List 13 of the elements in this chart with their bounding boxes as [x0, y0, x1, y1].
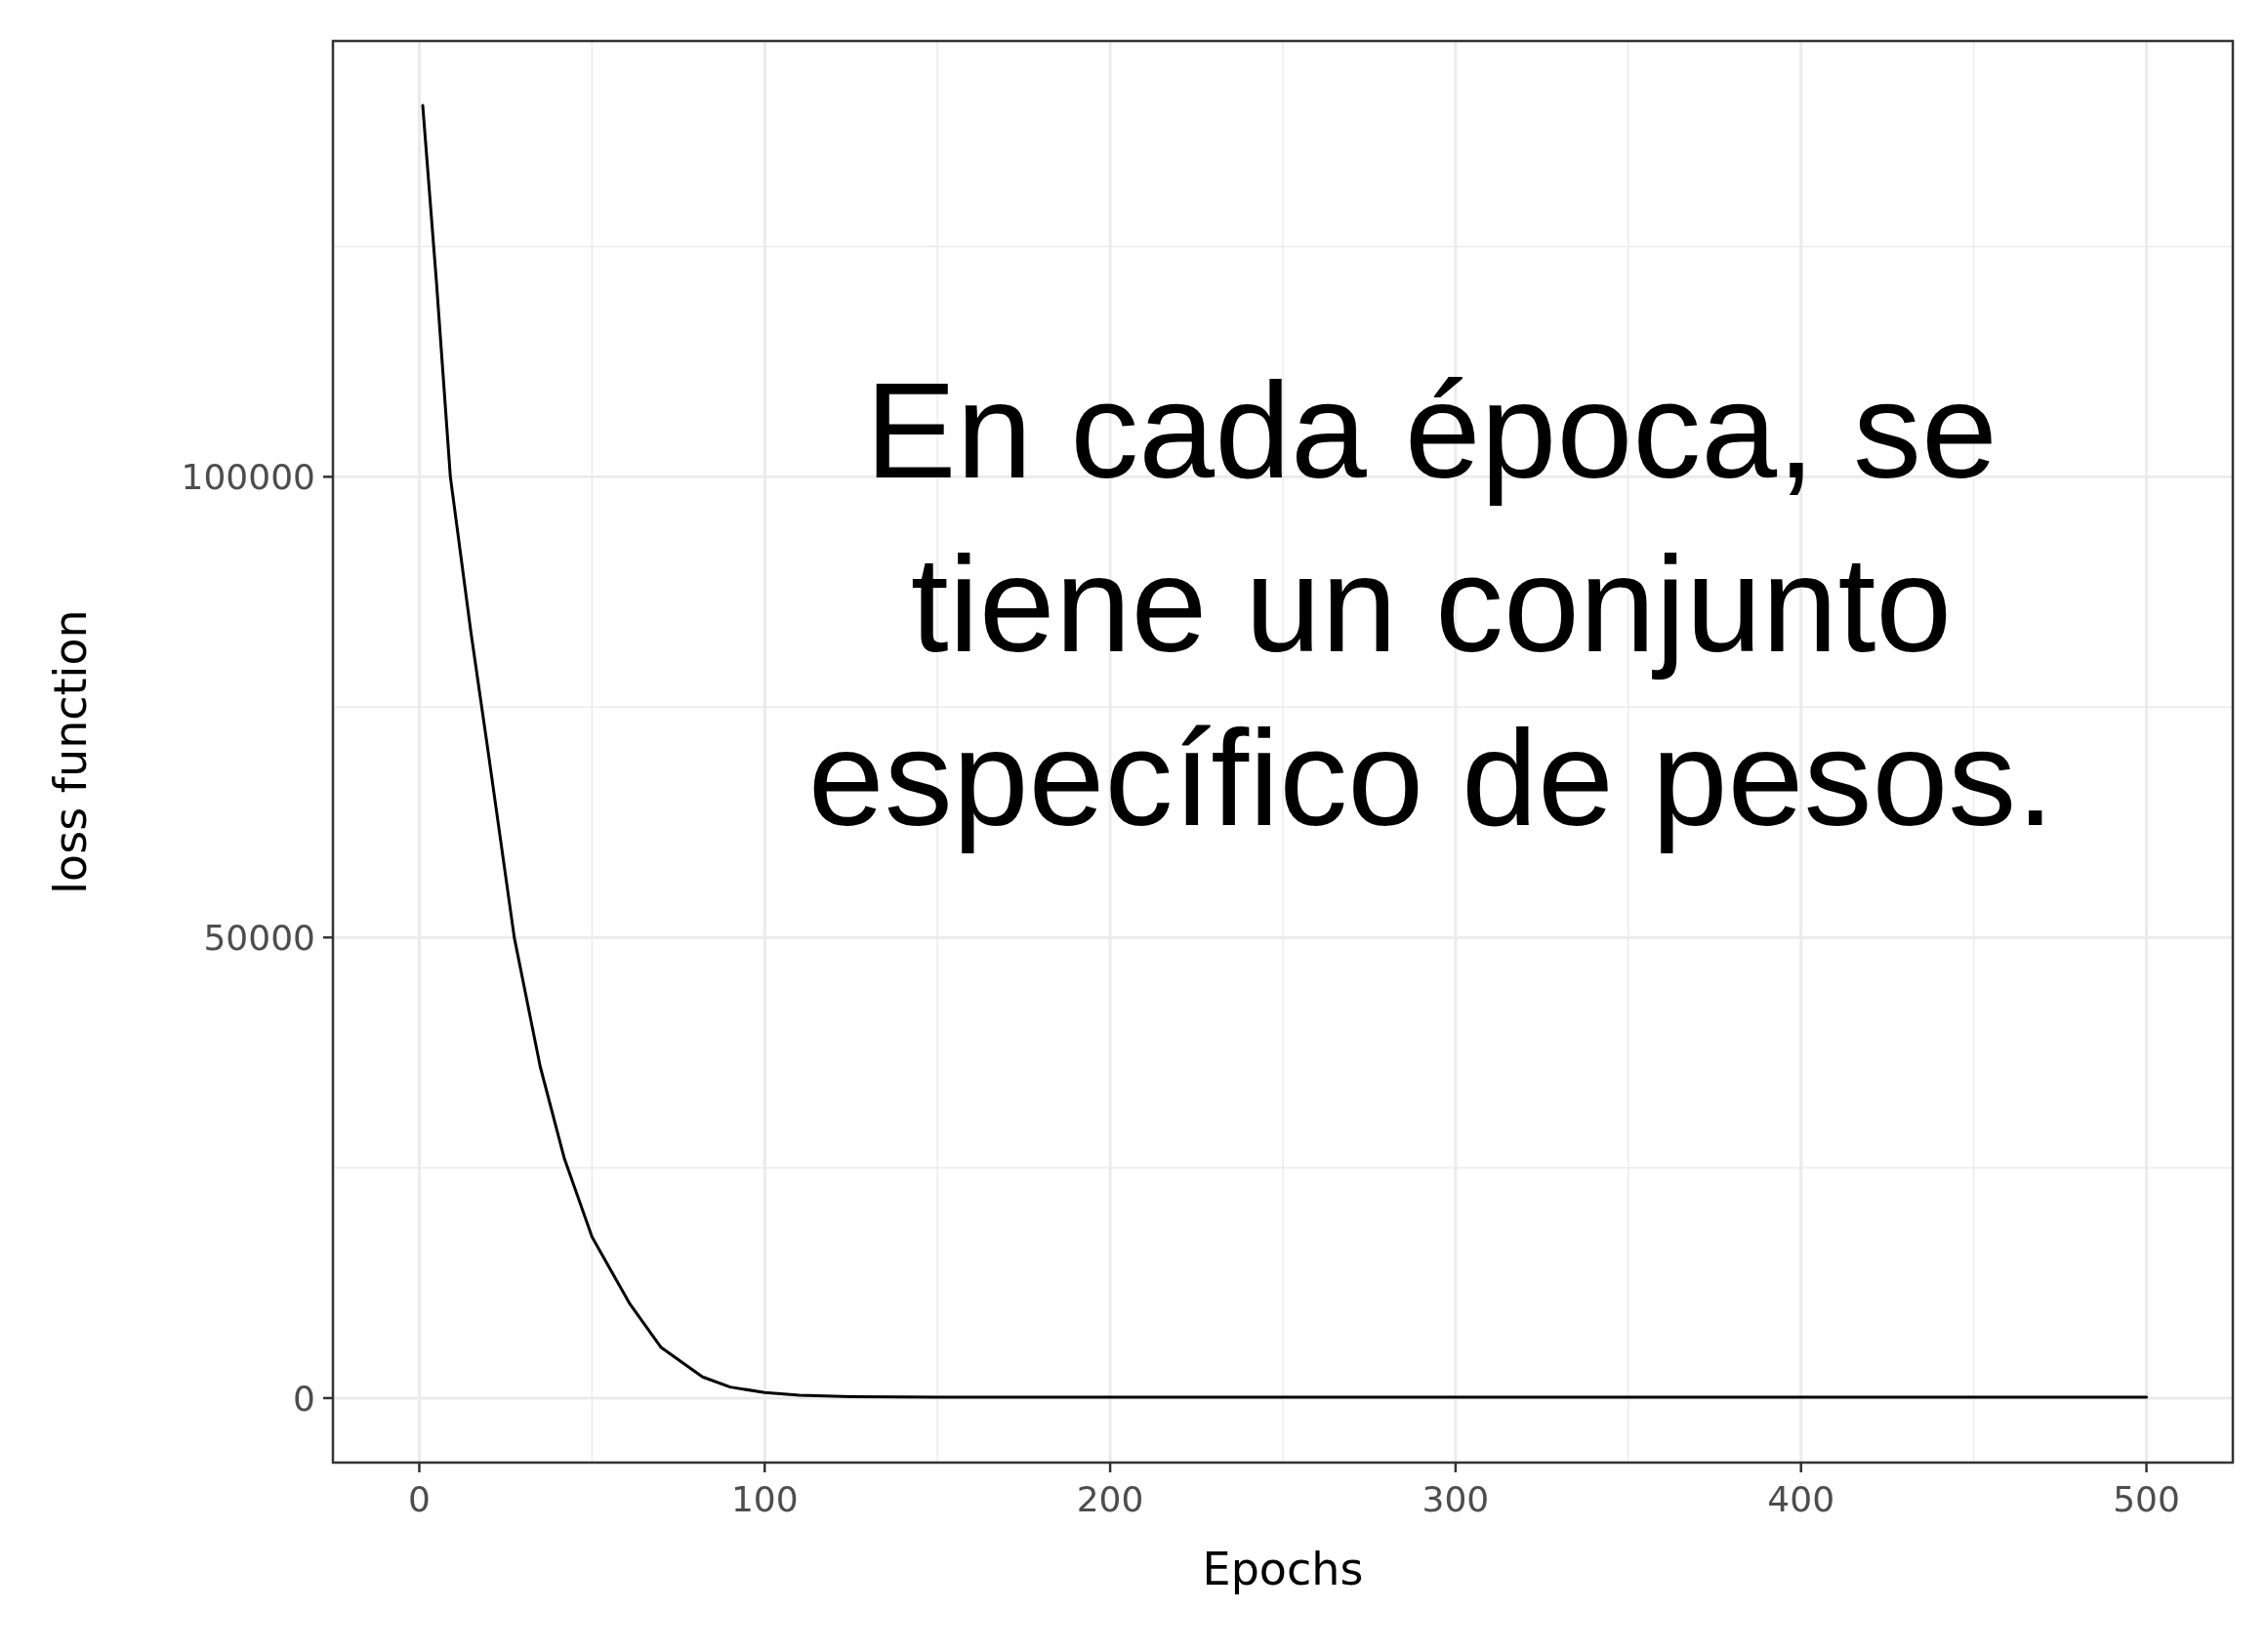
x-tick-label: 200 [1076, 1479, 1144, 1519]
x-axis-title: Epochs [1202, 1543, 1364, 1595]
y-tick-label: 100000 [181, 456, 315, 497]
y-axis-title: loss function [44, 609, 97, 894]
annotation: En cada época, se tiene un conjunto específico de pesos. [807, 353, 2055, 854]
x-tick-label: 100 [730, 1479, 799, 1519]
x-tick-label: 300 [1421, 1479, 1490, 1519]
line-series [421, 103, 2149, 1399]
x-tick-label: 400 [1767, 1479, 1835, 1519]
y-tick-label: 0 [293, 1378, 315, 1419]
x-tick-label: 500 [2113, 1479, 2180, 1519]
x-tick-label: 0 [408, 1479, 431, 1519]
y-tick-label: 50000 [203, 917, 315, 958]
